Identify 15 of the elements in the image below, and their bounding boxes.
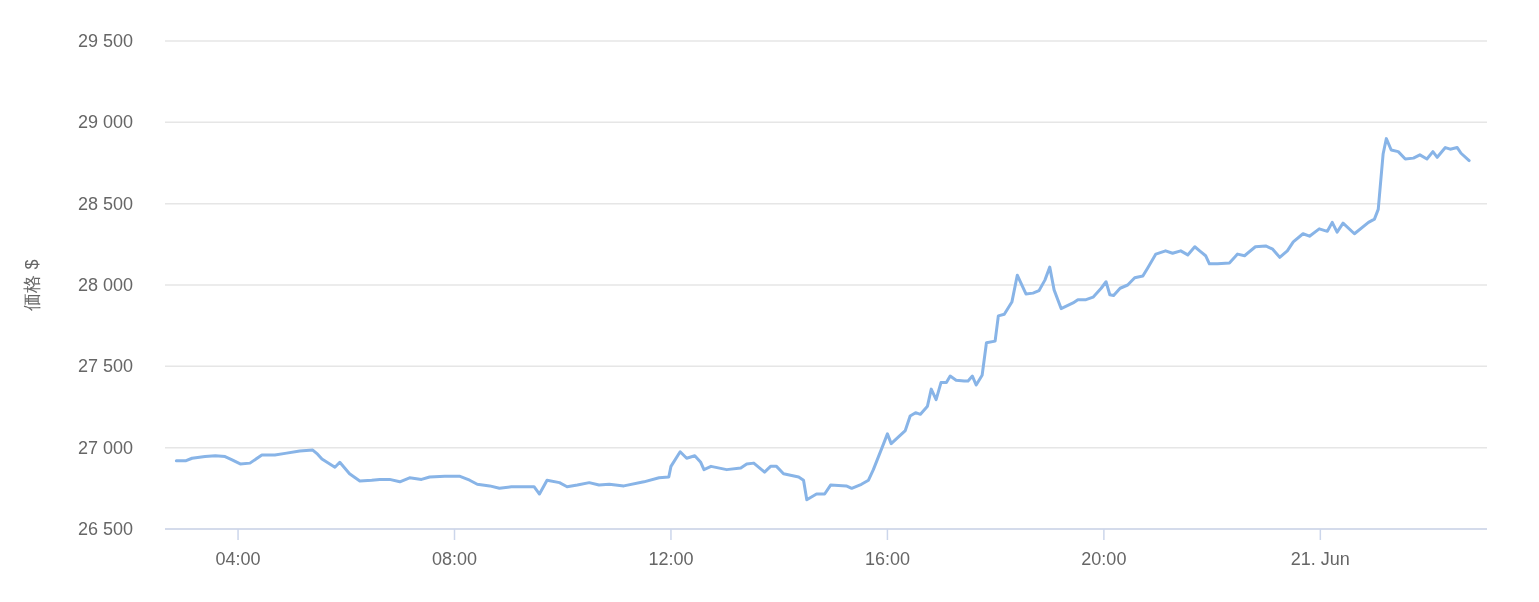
- y-axis-title: 価格 $: [22, 259, 42, 311]
- y-tick-label: 27 000: [77, 437, 133, 458]
- line-series: [174, 137, 1471, 502]
- x-tick-label: 08:00: [431, 549, 478, 569]
- x-tick-label: 16:00: [864, 549, 910, 569]
- y-tick-label: 27 500: [77, 356, 133, 377]
- y-tick-label: 26 500: [77, 519, 133, 539]
- y-tick-label: 28 000: [77, 275, 133, 295]
- x-tick-label: 04:00: [215, 549, 261, 569]
- y-tick-label: 29 000: [77, 112, 133, 133]
- x-tick-label: 20:00: [1081, 549, 1127, 569]
- x-tick-label: 21. Jun: [1290, 549, 1350, 569]
- x-tick-label: 12:00: [648, 549, 694, 569]
- y-tick-label: 29 500: [77, 31, 133, 51]
- y-tick-label: 28 500: [77, 193, 133, 214]
